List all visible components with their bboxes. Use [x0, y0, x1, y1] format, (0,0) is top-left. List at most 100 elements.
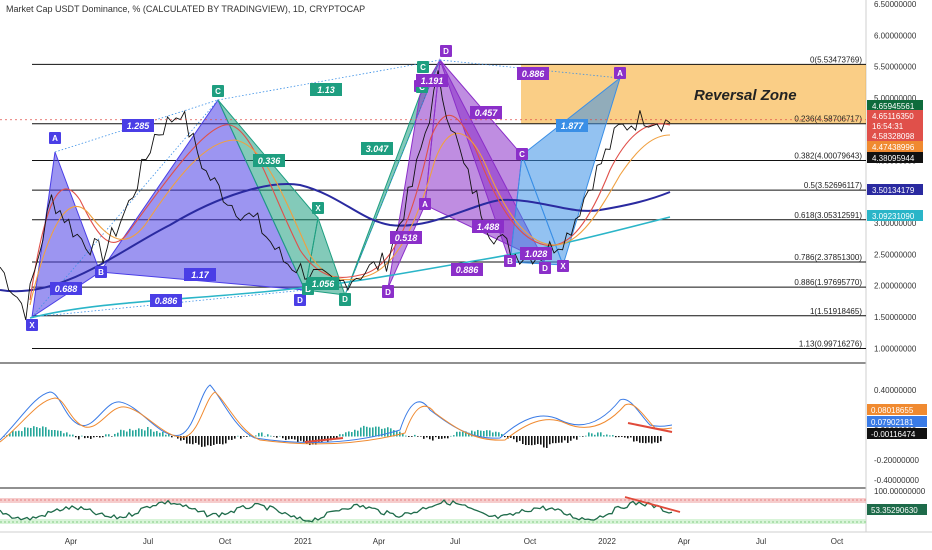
- macd-tag-label: 0.08018655: [871, 406, 914, 415]
- macd-histogram-bar: [627, 436, 629, 439]
- macd-tick-label: -0.20000000: [874, 456, 919, 465]
- macd-histogram-bar: [468, 432, 470, 437]
- rsi-panel: 100.00000000 53.35290630: [0, 487, 927, 524]
- macd-histogram-bar: [60, 430, 62, 437]
- macd-histogram-bar: [222, 436, 224, 445]
- macd-histogram-bar: [168, 433, 170, 437]
- macd-histogram-bar: [534, 436, 536, 445]
- point-label-box: [557, 260, 569, 272]
- macd-histogram-bar: [288, 436, 290, 440]
- macd-histogram-bar: [582, 436, 584, 437]
- macd-histogram-bar: [651, 436, 653, 444]
- point-label: X: [29, 321, 35, 330]
- pattern-connector: [344, 59, 441, 296]
- macd-histogram-bar: [57, 430, 59, 437]
- macd-histogram-bar: [420, 436, 422, 437]
- rsi-overbought-band: [0, 498, 866, 503]
- ratio-label: 0.886: [456, 265, 480, 275]
- time-tick-label: Jul: [143, 537, 153, 546]
- time-tick-label: 2021: [294, 537, 312, 546]
- macd-histogram-bar: [354, 429, 356, 437]
- point-label-box: [382, 286, 394, 298]
- macd-histogram-bar: [531, 436, 533, 446]
- macd-histogram-bar: [135, 429, 137, 437]
- macd-histogram-bar: [585, 435, 587, 437]
- point-label: C: [420, 63, 426, 72]
- price-tag-label: 3.09231090: [872, 212, 915, 221]
- ratio-label: 1.285: [127, 121, 151, 131]
- macd-histogram-bar: [303, 436, 305, 442]
- macd-histogram-bar: [465, 431, 467, 437]
- macd-histogram-bar: [282, 436, 284, 439]
- macd-divergence-line: [304, 437, 344, 443]
- macd-histogram-bar: [438, 436, 440, 439]
- macd-histogram-bar: [129, 428, 131, 437]
- macd-histogram-bar: [333, 436, 335, 440]
- point-label-box: [339, 293, 351, 305]
- macd-histogram-bar: [453, 435, 455, 437]
- macd-histogram-bar: [381, 428, 383, 437]
- time-tick-label: Apr: [373, 537, 386, 546]
- price-tag: [867, 184, 923, 195]
- macd-histogram-bar: [408, 436, 410, 437]
- macd-histogram-bar: [450, 435, 452, 437]
- point-label-box: [417, 61, 429, 73]
- ratio-label: 1.877: [561, 121, 585, 131]
- fib-label: 0.236(4.58706717): [794, 115, 862, 124]
- macd-histogram-bar: [39, 428, 41, 437]
- macd-histogram-bar: [111, 436, 113, 437]
- macd-histogram-bar: [189, 436, 191, 444]
- macd-histogram-bar: [510, 436, 512, 438]
- macd-histogram-bar: [204, 436, 206, 447]
- point-label: B: [98, 268, 104, 277]
- fib-label: 1.13(0.99716276): [799, 339, 863, 348]
- macd-tick-label: 0.40000000: [874, 386, 917, 395]
- macd-histogram-bar: [195, 436, 197, 443]
- point-label: A: [617, 69, 623, 78]
- macd-histogram-bar: [78, 436, 80, 440]
- macd-histogram-bar: [360, 427, 362, 437]
- macd-histogram-bar: [117, 432, 119, 437]
- price-tag: [867, 141, 923, 152]
- rsi-divergence-line: [624, 496, 681, 513]
- macd-histogram-bar: [426, 436, 428, 438]
- macd-histogram-bar: [366, 426, 368, 437]
- macd-histogram-bar: [558, 436, 560, 443]
- macd-histogram-bar: [345, 432, 347, 437]
- price-tick-label: 1.00000000: [874, 344, 917, 353]
- macd-histogram-bar: [540, 436, 542, 445]
- macd-histogram-bar: [264, 435, 266, 437]
- macd-histogram-bar: [591, 433, 593, 437]
- macd-histogram-bar: [231, 436, 233, 440]
- macd-histogram-bar: [564, 436, 566, 441]
- macd-histogram-bar: [36, 427, 38, 437]
- time-tick-label: Apr: [678, 537, 691, 546]
- macd-histogram-bar: [300, 436, 302, 441]
- macd-histogram-bar: [405, 435, 407, 437]
- macd-histogram-bar: [504, 436, 506, 438]
- macd-histogram-bar: [75, 436, 77, 438]
- price-tag-label: 4.65945561: [872, 102, 915, 111]
- macd-histogram-bar: [87, 436, 89, 438]
- macd-histogram-bar: [480, 430, 482, 437]
- macd-histogram-bar: [201, 436, 203, 447]
- price-tag-label: 4.65116350: [872, 112, 914, 121]
- macd-histogram-bar: [54, 430, 56, 437]
- macd-histogram-bar: [516, 436, 518, 443]
- macd-histogram-bar: [84, 436, 86, 439]
- ratio-label: 1.13: [317, 85, 335, 95]
- ratio-label: 0.457: [475, 108, 499, 118]
- macd-histogram-bar: [141, 429, 143, 437]
- ma-orange-line: [29, 132, 671, 306]
- ratio-box: [556, 119, 588, 132]
- rsi-line: [0, 499, 673, 523]
- macd-tag: [867, 404, 927, 415]
- price-tick-label: 6.00000000: [874, 31, 917, 40]
- fib-label: 0.886(1.97695770): [794, 278, 862, 287]
- macd-histogram-bar: [522, 436, 524, 445]
- ratio-box: [253, 154, 285, 167]
- macd-histogram-bar: [513, 436, 515, 440]
- macd-histogram-bar: [171, 436, 173, 438]
- macd-tag-label: -0.00116474: [871, 430, 916, 439]
